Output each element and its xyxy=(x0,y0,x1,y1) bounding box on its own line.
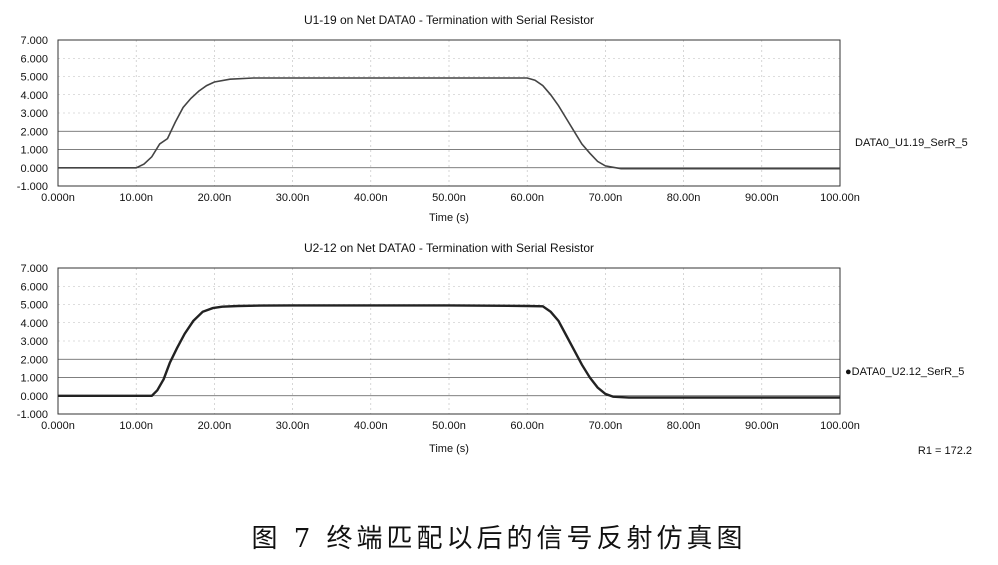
x-tick-label: 20.00n xyxy=(198,192,232,204)
x-axis-label: Time (s) xyxy=(429,212,469,224)
y-tick-label: 4.000 xyxy=(20,90,48,102)
grid xyxy=(58,268,840,414)
y-tick-label: 2.000 xyxy=(20,126,48,138)
x-tick-label: 80.00n xyxy=(667,192,701,204)
x-tick-label: 100.00n xyxy=(820,420,860,432)
chart-title: U1-19 on Net DATA0 - Termination with Se… xyxy=(304,13,594,27)
legend-entry: ●DATA0_U2.12_SerR_5 xyxy=(845,366,964,378)
y-tick-label: 7.000 xyxy=(20,263,48,275)
x-tick-label: 60.00n xyxy=(510,420,544,432)
x-tick-label: 60.00n xyxy=(510,192,544,204)
y-axis: 7.000 6.000 5.000 4.000 3.000 2.000 1.000 0.000… xyxy=(17,35,48,193)
grid xyxy=(58,40,840,186)
x-tick-label: 30.00n xyxy=(276,192,310,204)
x-tick-label: 10.00n xyxy=(119,192,153,204)
y-tick-label: 3.000 xyxy=(20,108,48,120)
x-tick-label: 80.00n xyxy=(667,420,701,432)
chart-top: U1-19 on Net DATA0 - Termination with Se… xyxy=(17,13,968,224)
series-layer xyxy=(58,77,840,170)
x-tick-label: 70.00n xyxy=(589,192,623,204)
x-axis: 0.000n 10.00n 20.00n 30.00n 40.00n 50.00n 60.0… xyxy=(41,192,860,204)
series-line xyxy=(58,304,840,399)
y-tick-label: 1.000 xyxy=(20,145,48,157)
x-tick-label: 70.00n xyxy=(589,420,623,432)
x-tick-label: 30.00n xyxy=(276,420,310,432)
x-tick-label: 90.00n xyxy=(745,420,779,432)
y-tick-label: 6.000 xyxy=(20,53,48,65)
x-tick-label: 0.000n xyxy=(41,420,75,432)
chart-bottom: U2-12 on Net DATA0 - Termination with Se… xyxy=(17,241,965,455)
x-tick-label: 10.00n xyxy=(119,420,153,432)
y-tick-label: 2.000 xyxy=(20,354,48,366)
series-line xyxy=(58,77,840,170)
plot-frame xyxy=(57,39,841,187)
x-tick-label: 100.00n xyxy=(820,192,860,204)
x-tick-label: 50.00n xyxy=(432,420,466,432)
y-tick-label: 4.000 xyxy=(20,318,48,330)
figure-caption: 图 7 终端匹配以后的信号反射仿真图 xyxy=(251,524,746,554)
x-tick-label: 40.00n xyxy=(354,192,388,204)
x-tick-label: 90.00n xyxy=(745,192,779,204)
x-axis: 0.000n 10.00n 20.00n 30.00n 40.00n 50.00n 60.0… xyxy=(41,420,860,432)
x-tick-label: 20.00n xyxy=(198,420,232,432)
y-tick-label: 0.000 xyxy=(20,391,48,403)
y-tick-label: 7.000 xyxy=(20,35,48,47)
x-tick-label: 40.00n xyxy=(354,420,388,432)
y-tick-label: 1.000 xyxy=(20,373,48,385)
y-tick-label: 3.000 xyxy=(20,336,48,348)
y-tick-label: 0.000 xyxy=(20,163,48,175)
y-tick-label: -1.000 xyxy=(17,181,48,193)
x-axis-label: Time (s) xyxy=(429,443,469,455)
plot-frame xyxy=(57,267,841,415)
y-axis: 7.000 6.000 5.000 4.000 3.000 2.000 1.000 0.000… xyxy=(17,263,48,421)
series-layer xyxy=(58,304,840,399)
legend-entry: DATA0_U1.19_SerR_5 xyxy=(855,137,968,149)
r1-annotation: R1 = 172.2 xyxy=(918,445,972,457)
x-tick-label: 50.00n xyxy=(432,192,466,204)
y-tick-label: -1.000 xyxy=(17,409,48,421)
x-tick-label: 0.000n xyxy=(41,192,75,204)
y-tick-label: 5.000 xyxy=(20,72,48,84)
y-tick-label: 5.000 xyxy=(20,300,48,312)
chart-title: U2-12 on Net DATA0 - Termination with Se… xyxy=(304,241,594,255)
y-tick-label: 6.000 xyxy=(20,281,48,293)
